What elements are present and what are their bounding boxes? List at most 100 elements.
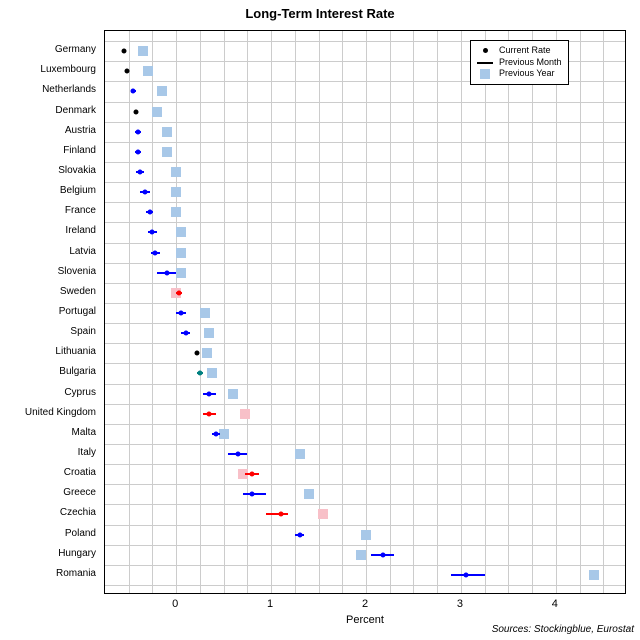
prev-year-marker [204, 328, 214, 338]
gridline-horizontal [105, 222, 625, 223]
current-rate-dot [124, 69, 129, 74]
current-rate-dot [297, 532, 302, 537]
gridline-horizontal [105, 122, 625, 123]
y-tick-label: Finland [0, 145, 96, 156]
gridline-horizontal [105, 283, 625, 284]
prev-year-marker [152, 107, 162, 117]
y-tick-label: Belgium [0, 185, 96, 196]
gridline-horizontal [105, 585, 625, 586]
current-rate-dot [153, 250, 158, 255]
y-tick-label: Denmark [0, 105, 96, 116]
gridline-horizontal [105, 323, 625, 324]
y-tick-label: Poland [0, 528, 96, 539]
prev-year-marker [171, 207, 181, 217]
y-tick-label: Malta [0, 427, 96, 438]
prev-year-marker [162, 147, 172, 157]
y-tick-label: Romania [0, 568, 96, 579]
y-tick-label: Austria [0, 125, 96, 136]
current-rate-dot [183, 331, 188, 336]
x-tick-label: 4 [552, 598, 558, 610]
y-tick-label: Portugal [0, 306, 96, 317]
current-rate-dot [136, 129, 141, 134]
gridline-horizontal [105, 162, 625, 163]
prev-year-marker [171, 167, 181, 177]
current-rate-dot [121, 49, 126, 54]
gridline-horizontal [105, 202, 625, 203]
y-tick-label: Croatia [0, 467, 96, 478]
y-tick-label: Ireland [0, 225, 96, 236]
y-tick-label: Germany [0, 44, 96, 55]
y-tick-label: Bulgaria [0, 366, 96, 377]
legend-swatch-line [477, 58, 493, 68]
current-rate-dot [142, 190, 147, 195]
prev-year-marker [162, 127, 172, 137]
current-rate-dot [250, 472, 255, 477]
y-tick-label: Cyprus [0, 387, 96, 398]
x-tick-label: 0 [172, 598, 178, 610]
gridline-vertical [247, 31, 248, 593]
gridline-horizontal [105, 424, 625, 425]
current-rate-dot [197, 371, 202, 376]
legend-row: Current Rate [477, 45, 562, 57]
gridline-vertical [532, 31, 533, 593]
current-rate-dot [178, 311, 183, 316]
prev-year-marker [228, 389, 238, 399]
gridline-vertical [271, 31, 272, 593]
plot-area [104, 30, 626, 594]
gridline-horizontal [105, 243, 625, 244]
current-rate-dot [195, 351, 200, 356]
current-rate-dot [235, 452, 240, 457]
gridline-horizontal [105, 464, 625, 465]
gridline-horizontal [105, 565, 625, 566]
y-tick-label: Italy [0, 447, 96, 458]
gridline-vertical [342, 31, 343, 593]
legend-row: Previous Month [477, 57, 562, 69]
y-tick-label: Lithuania [0, 346, 96, 357]
gridline-horizontal [105, 545, 625, 546]
y-tick-label: Slovakia [0, 165, 96, 176]
current-rate-dot [134, 109, 139, 114]
current-rate-dot [138, 170, 143, 175]
x-tick-label: 1 [267, 598, 273, 610]
y-tick-label: Greece [0, 487, 96, 498]
y-tick-label: Czechia [0, 507, 96, 518]
y-tick-label: Luxembourg [0, 64, 96, 75]
prev-year-marker [219, 429, 229, 439]
gridline-vertical [129, 31, 130, 593]
legend-label: Previous Year [499, 68, 555, 80]
prev-year-marker [207, 368, 217, 378]
prev-year-marker [318, 509, 328, 519]
gridline-horizontal [105, 404, 625, 405]
gridline-horizontal [105, 343, 625, 344]
y-tick-label: Sweden [0, 286, 96, 297]
current-rate-dot [381, 552, 386, 557]
prev-year-marker [176, 268, 186, 278]
current-rate-dot [136, 149, 141, 154]
gridline-horizontal [105, 182, 625, 183]
gridline-horizontal [105, 102, 625, 103]
current-rate-dot [463, 572, 468, 577]
prev-year-marker [176, 227, 186, 237]
current-rate-dot [214, 431, 219, 436]
current-rate-dot [278, 512, 283, 517]
chart-container: Long-Term Interest Rate GermanyLuxembour… [0, 0, 640, 640]
gridline-horizontal [105, 384, 625, 385]
prev-year-marker [200, 308, 210, 318]
gridline-vertical [390, 31, 391, 593]
prev-year-marker [361, 530, 371, 540]
legend-label: Previous Month [499, 57, 562, 69]
gridline-horizontal [105, 484, 625, 485]
gridline-vertical [295, 31, 296, 593]
current-rate-dot [131, 89, 136, 94]
y-tick-label: United Kingdom [0, 407, 96, 418]
gridline-vertical [461, 31, 462, 593]
prev-year-marker [589, 570, 599, 580]
gridline-horizontal [105, 444, 625, 445]
current-rate-dot [207, 411, 212, 416]
prev-year-marker [157, 86, 167, 96]
gridline-vertical [556, 31, 557, 593]
gridline-vertical [485, 31, 486, 593]
gridline-vertical [413, 31, 414, 593]
prev-year-marker [202, 348, 212, 358]
prev-year-marker [138, 46, 148, 56]
